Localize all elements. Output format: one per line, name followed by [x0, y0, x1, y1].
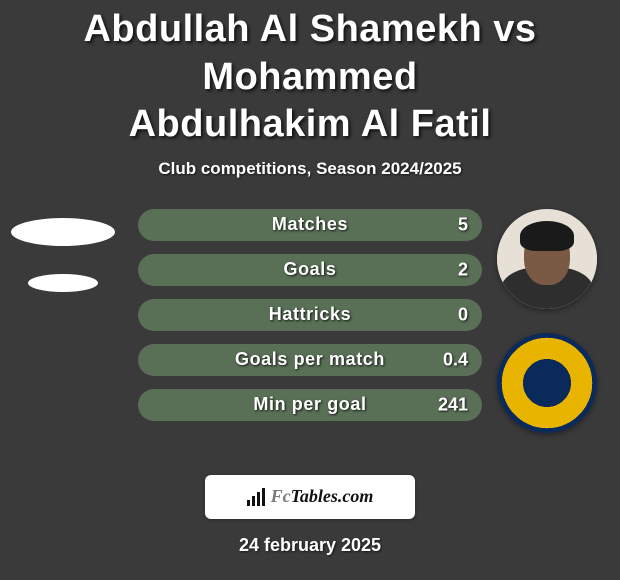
right-player-avatar — [497, 209, 597, 309]
club-logo-text: النصر — [534, 374, 559, 386]
brand-rest: Tables.com — [291, 486, 374, 506]
stat-label: Goals — [138, 259, 482, 280]
footer-brand-badge: FcTables.com — [205, 475, 415, 519]
left-player-column — [8, 209, 118, 292]
stat-row: 0Hattricks — [138, 299, 482, 331]
stat-label: Hattricks — [138, 304, 482, 325]
left-club-placeholder-icon — [28, 274, 98, 292]
right-club-logo-icon: النصر — [497, 333, 597, 433]
stat-row: 241Min per goal — [138, 389, 482, 421]
stat-bars: 5Matches 2Goals 0Hattricks 0.4Goals per mat… — [138, 209, 482, 434]
left-player-placeholder-icon — [11, 218, 115, 246]
stat-row: 5Matches — [138, 209, 482, 241]
title-line-1: Abdullah Al Shamekh vs Mohammed — [83, 8, 536, 98]
stat-row: 2Goals — [138, 254, 482, 286]
comparison-content: 5Matches 2Goals 0Hattricks 0.4Goals per mat… — [0, 209, 620, 469]
page-title: Abdullah Al Shamekh vs Mohammed Abdulhak… — [0, 0, 620, 149]
date-text: 24 february 2025 — [0, 535, 620, 556]
stat-label: Goals per match — [138, 349, 482, 370]
stat-label: Matches — [138, 214, 482, 235]
brand-fc: Fc — [271, 486, 291, 506]
right-player-column: النصر — [492, 209, 602, 433]
stat-label: Min per goal — [138, 394, 482, 415]
footer-brand-text: FcTables.com — [271, 486, 374, 507]
stat-row: 0.4Goals per match — [138, 344, 482, 376]
bars-chart-icon — [247, 488, 265, 506]
title-line-2: Abdulhakim Al Fatil — [129, 103, 492, 145]
subtitle: Club competitions, Season 2024/2025 — [0, 159, 620, 179]
